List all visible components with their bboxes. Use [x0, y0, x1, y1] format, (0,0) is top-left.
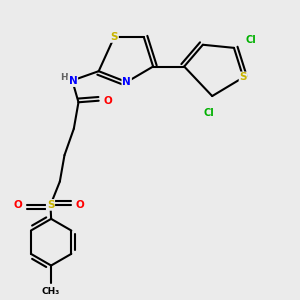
Text: S: S [239, 72, 247, 82]
Text: CH₃: CH₃ [42, 287, 60, 296]
Text: N: N [68, 76, 77, 86]
Text: O: O [76, 200, 84, 210]
Text: Cl: Cl [204, 108, 214, 118]
Text: O: O [103, 96, 112, 106]
Text: O: O [14, 200, 22, 210]
Text: Cl: Cl [246, 35, 256, 45]
Text: S: S [110, 32, 118, 42]
Text: S: S [47, 200, 54, 210]
Text: H: H [60, 73, 68, 82]
Text: N: N [122, 77, 131, 87]
